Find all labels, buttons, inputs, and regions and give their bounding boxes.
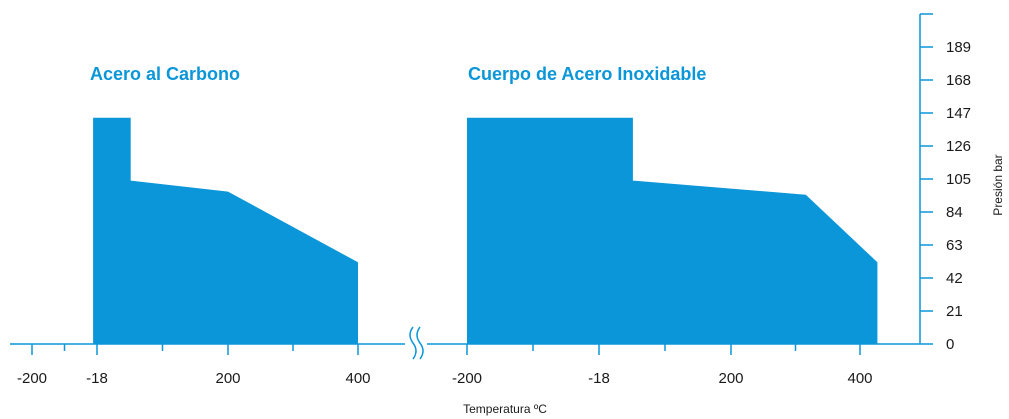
x-tick-label: -18 bbox=[86, 370, 108, 387]
y-tick-label: 63 bbox=[946, 237, 963, 254]
break-mark-icon bbox=[405, 326, 427, 360]
x-tick-label: 200 bbox=[215, 370, 240, 387]
y-tick-label: 84 bbox=[946, 204, 963, 221]
x-tick-label: 400 bbox=[345, 370, 370, 387]
y-tick-label: 21 bbox=[946, 303, 963, 320]
y-tick-label: 126 bbox=[946, 138, 971, 155]
x-axis-title: Temperatura ºC bbox=[463, 402, 547, 416]
y-tick-label: 189 bbox=[946, 39, 971, 56]
y-tick-label: 0 bbox=[946, 336, 954, 353]
y-tick-label: 147 bbox=[946, 105, 971, 122]
area-acero-al-carbono bbox=[93, 117, 358, 344]
panel-title-inoxidable: Cuerpo de Acero Inoxidable bbox=[468, 64, 706, 84]
x-tick-label: -200 bbox=[452, 370, 482, 387]
x-tick-label: 400 bbox=[847, 370, 872, 387]
area-acero-inoxidable bbox=[467, 117, 878, 344]
x-tick-label: -18 bbox=[588, 370, 610, 387]
x-tick-label: 200 bbox=[718, 370, 743, 387]
y-axis-ticks: 0 21 42 63 84 105 126 147 168 189 bbox=[920, 13, 971, 353]
y-tick-label: 168 bbox=[946, 72, 971, 89]
x-axis-ticks: -200 -18 200 400 -200 -18 200 400 bbox=[17, 344, 873, 387]
y-tick-label: 42 bbox=[946, 270, 963, 287]
panel-title-carbono: Acero al Carbono bbox=[90, 64, 240, 84]
x-tick-label: -200 bbox=[17, 370, 47, 387]
y-tick-label: 105 bbox=[946, 171, 971, 188]
y-axis-title: Presión bar bbox=[991, 154, 1005, 215]
